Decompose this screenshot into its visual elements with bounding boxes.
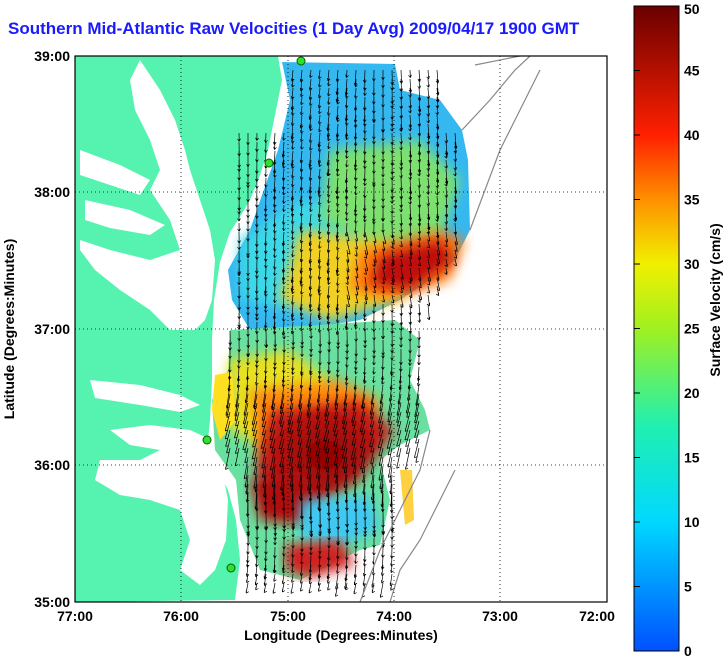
colorbar-tick-label: 25 <box>684 321 700 337</box>
map-title: Southern Mid-Atlantic Raw Velocities (1 … <box>8 19 580 38</box>
velocity-arrow-set <box>224 69 458 598</box>
x-axis-label: Longitude (Degrees:Minutes) <box>244 627 438 643</box>
radar-stations <box>202 56 306 573</box>
colorbar-tick-label: 45 <box>684 63 700 79</box>
colorbar-tick-label: 40 <box>684 127 700 143</box>
colorbar-gradient <box>633 5 680 652</box>
colorbar-tick-label: 50 <box>684 1 700 17</box>
colorbar-tick-label: 30 <box>684 256 700 272</box>
x-tick-label: 74:00 <box>376 608 412 624</box>
colorbar-label: Surface Velocity (cm/s) <box>707 223 723 376</box>
bathymetry-contour <box>359 56 541 602</box>
y-tick-label: 37:00 <box>34 321 70 337</box>
colorbar-tick-label: 10 <box>684 514 700 530</box>
colorbar-tick-label: 20 <box>684 385 700 401</box>
colorbar-tick-label: 0 <box>684 643 692 659</box>
colorbar-tick-label: 5 <box>684 579 692 595</box>
y-tick-label: 39:00 <box>34 48 70 64</box>
x-tick-label: 77:00 <box>57 608 93 624</box>
colorbar-tick-label: 15 <box>684 450 700 466</box>
grid-lines <box>75 56 607 602</box>
y-tick-label: 38:00 <box>34 184 70 200</box>
x-tick-label: 76:00 <box>163 608 199 624</box>
pamlico-sound <box>95 425 228 585</box>
x-tick-label: 73:00 <box>482 608 518 624</box>
x-axis: 77:00 76:00 75:00 74:00 73:00 72:00 <box>57 608 615 624</box>
y-axis-label: Latitude (Degrees:Minutes) <box>1 239 17 419</box>
y-tick-label: 36:00 <box>34 457 70 473</box>
y-axis: 39:00 38:00 37:00 36:00 35:00 <box>34 48 70 610</box>
x-tick-label: 72:00 <box>579 608 615 624</box>
velocity-vectors <box>224 69 458 598</box>
x-tick-label: 75:00 <box>270 608 306 624</box>
chesapeake-bay <box>80 60 215 330</box>
colorbar-tick-label: 35 <box>684 192 700 208</box>
y-tick-label: 35:00 <box>34 594 70 610</box>
